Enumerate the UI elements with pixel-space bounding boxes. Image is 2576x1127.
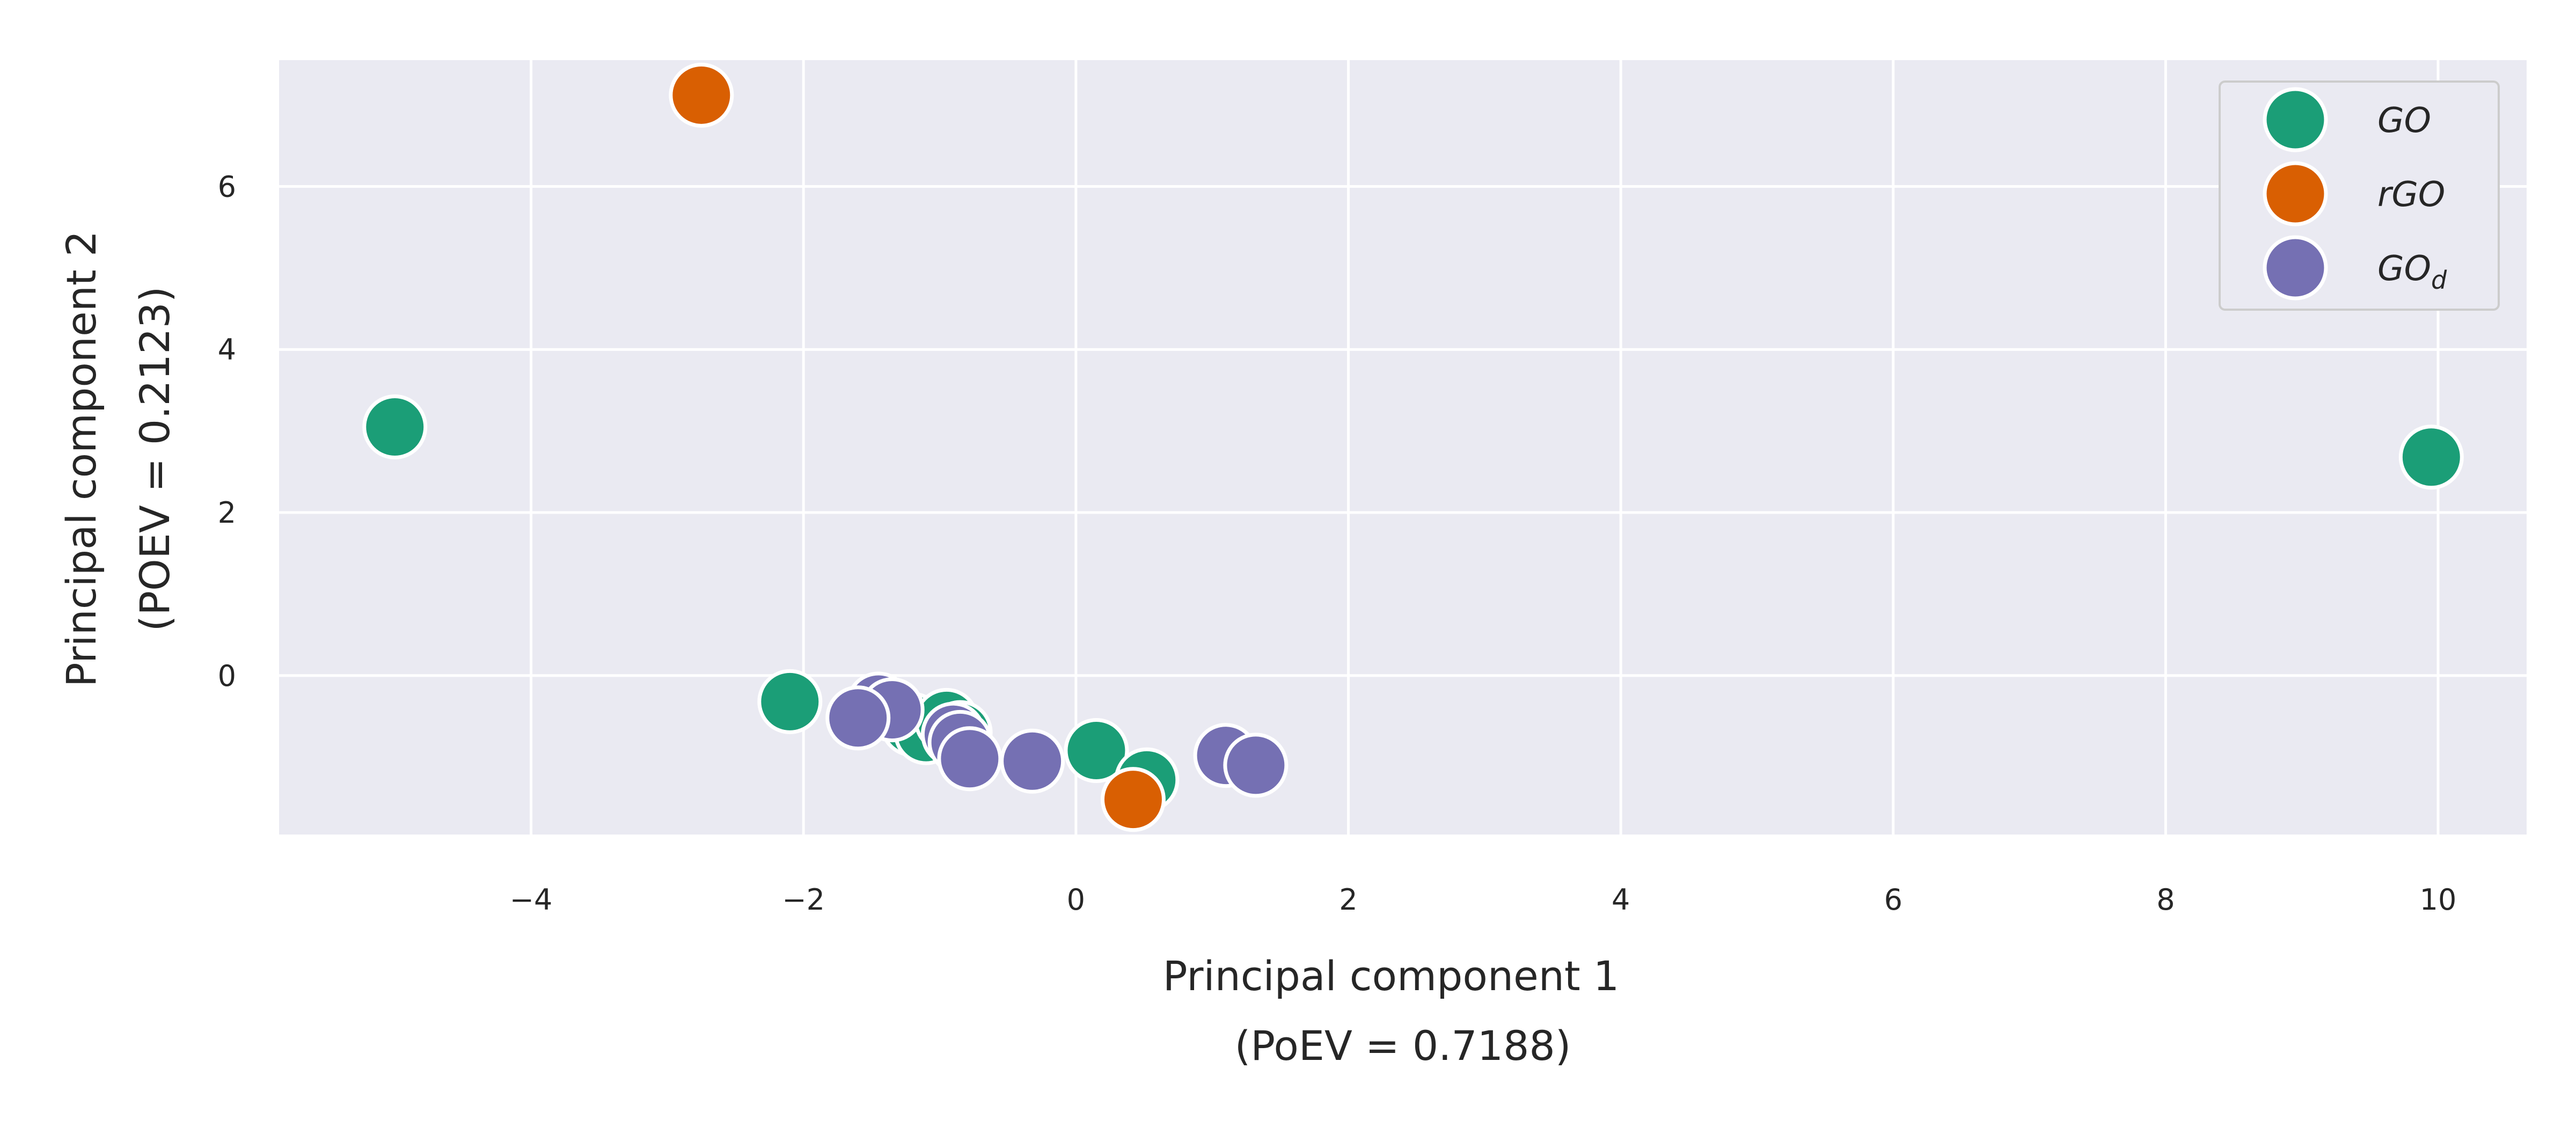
legend-box — [2219, 80, 2500, 311]
x-tick-label: 10 — [2420, 883, 2457, 917]
point-god — [1223, 733, 1289, 798]
x-axis-label: Principal component 1 — [1163, 952, 1619, 1000]
x-tick-label: −2 — [782, 883, 825, 917]
legend-marker-god — [2263, 235, 2328, 301]
x-tick-labels: −4 −2 0 2 4 6 8 10 — [510, 883, 2457, 917]
y-tick-label: 6 — [218, 170, 236, 203]
y-tick-labels: 0 2 4 6 — [218, 170, 236, 692]
x-tick-label: −4 — [510, 883, 553, 917]
x-tick-label: 4 — [1612, 883, 1630, 917]
legend-label-go: GO — [2377, 101, 2431, 141]
legend-label-rgo: rGO — [2377, 175, 2445, 215]
grid-lines — [279, 60, 2527, 835]
legend-marker-rgo — [2263, 161, 2328, 226]
data-points — [362, 62, 2464, 832]
point-go — [362, 394, 428, 460]
point-go — [1064, 718, 1129, 784]
y-axis-label-line2: (POEV = 0.2123) — [131, 287, 179, 632]
x-axis-label-line2: (PoEV = 0.7188) — [1235, 1022, 1571, 1070]
legend-marker-go — [2263, 87, 2328, 152]
legend-label-god: GOd — [2377, 249, 2447, 295]
x-tick-label: 0 — [1067, 883, 1085, 917]
x-tick-label: 8 — [2156, 883, 2175, 917]
y-tick-label: 2 — [218, 496, 236, 530]
x-tick-label: 6 — [1884, 883, 1902, 917]
point-god — [1000, 728, 1065, 794]
y-axis-label: Principal component 2 — [57, 231, 105, 687]
plot-area — [279, 60, 2527, 835]
point-god — [825, 685, 891, 751]
point-rgo — [669, 62, 734, 128]
point-rgo — [1100, 767, 1166, 832]
y-tick-label: 0 — [218, 659, 236, 693]
point-god — [937, 726, 1002, 792]
point-go — [757, 669, 823, 734]
y-tick-label: 4 — [218, 333, 236, 367]
point-go — [2398, 425, 2464, 490]
legend: GO rGO GOd — [2219, 80, 2500, 311]
x-tick-label: 2 — [1339, 883, 1357, 917]
